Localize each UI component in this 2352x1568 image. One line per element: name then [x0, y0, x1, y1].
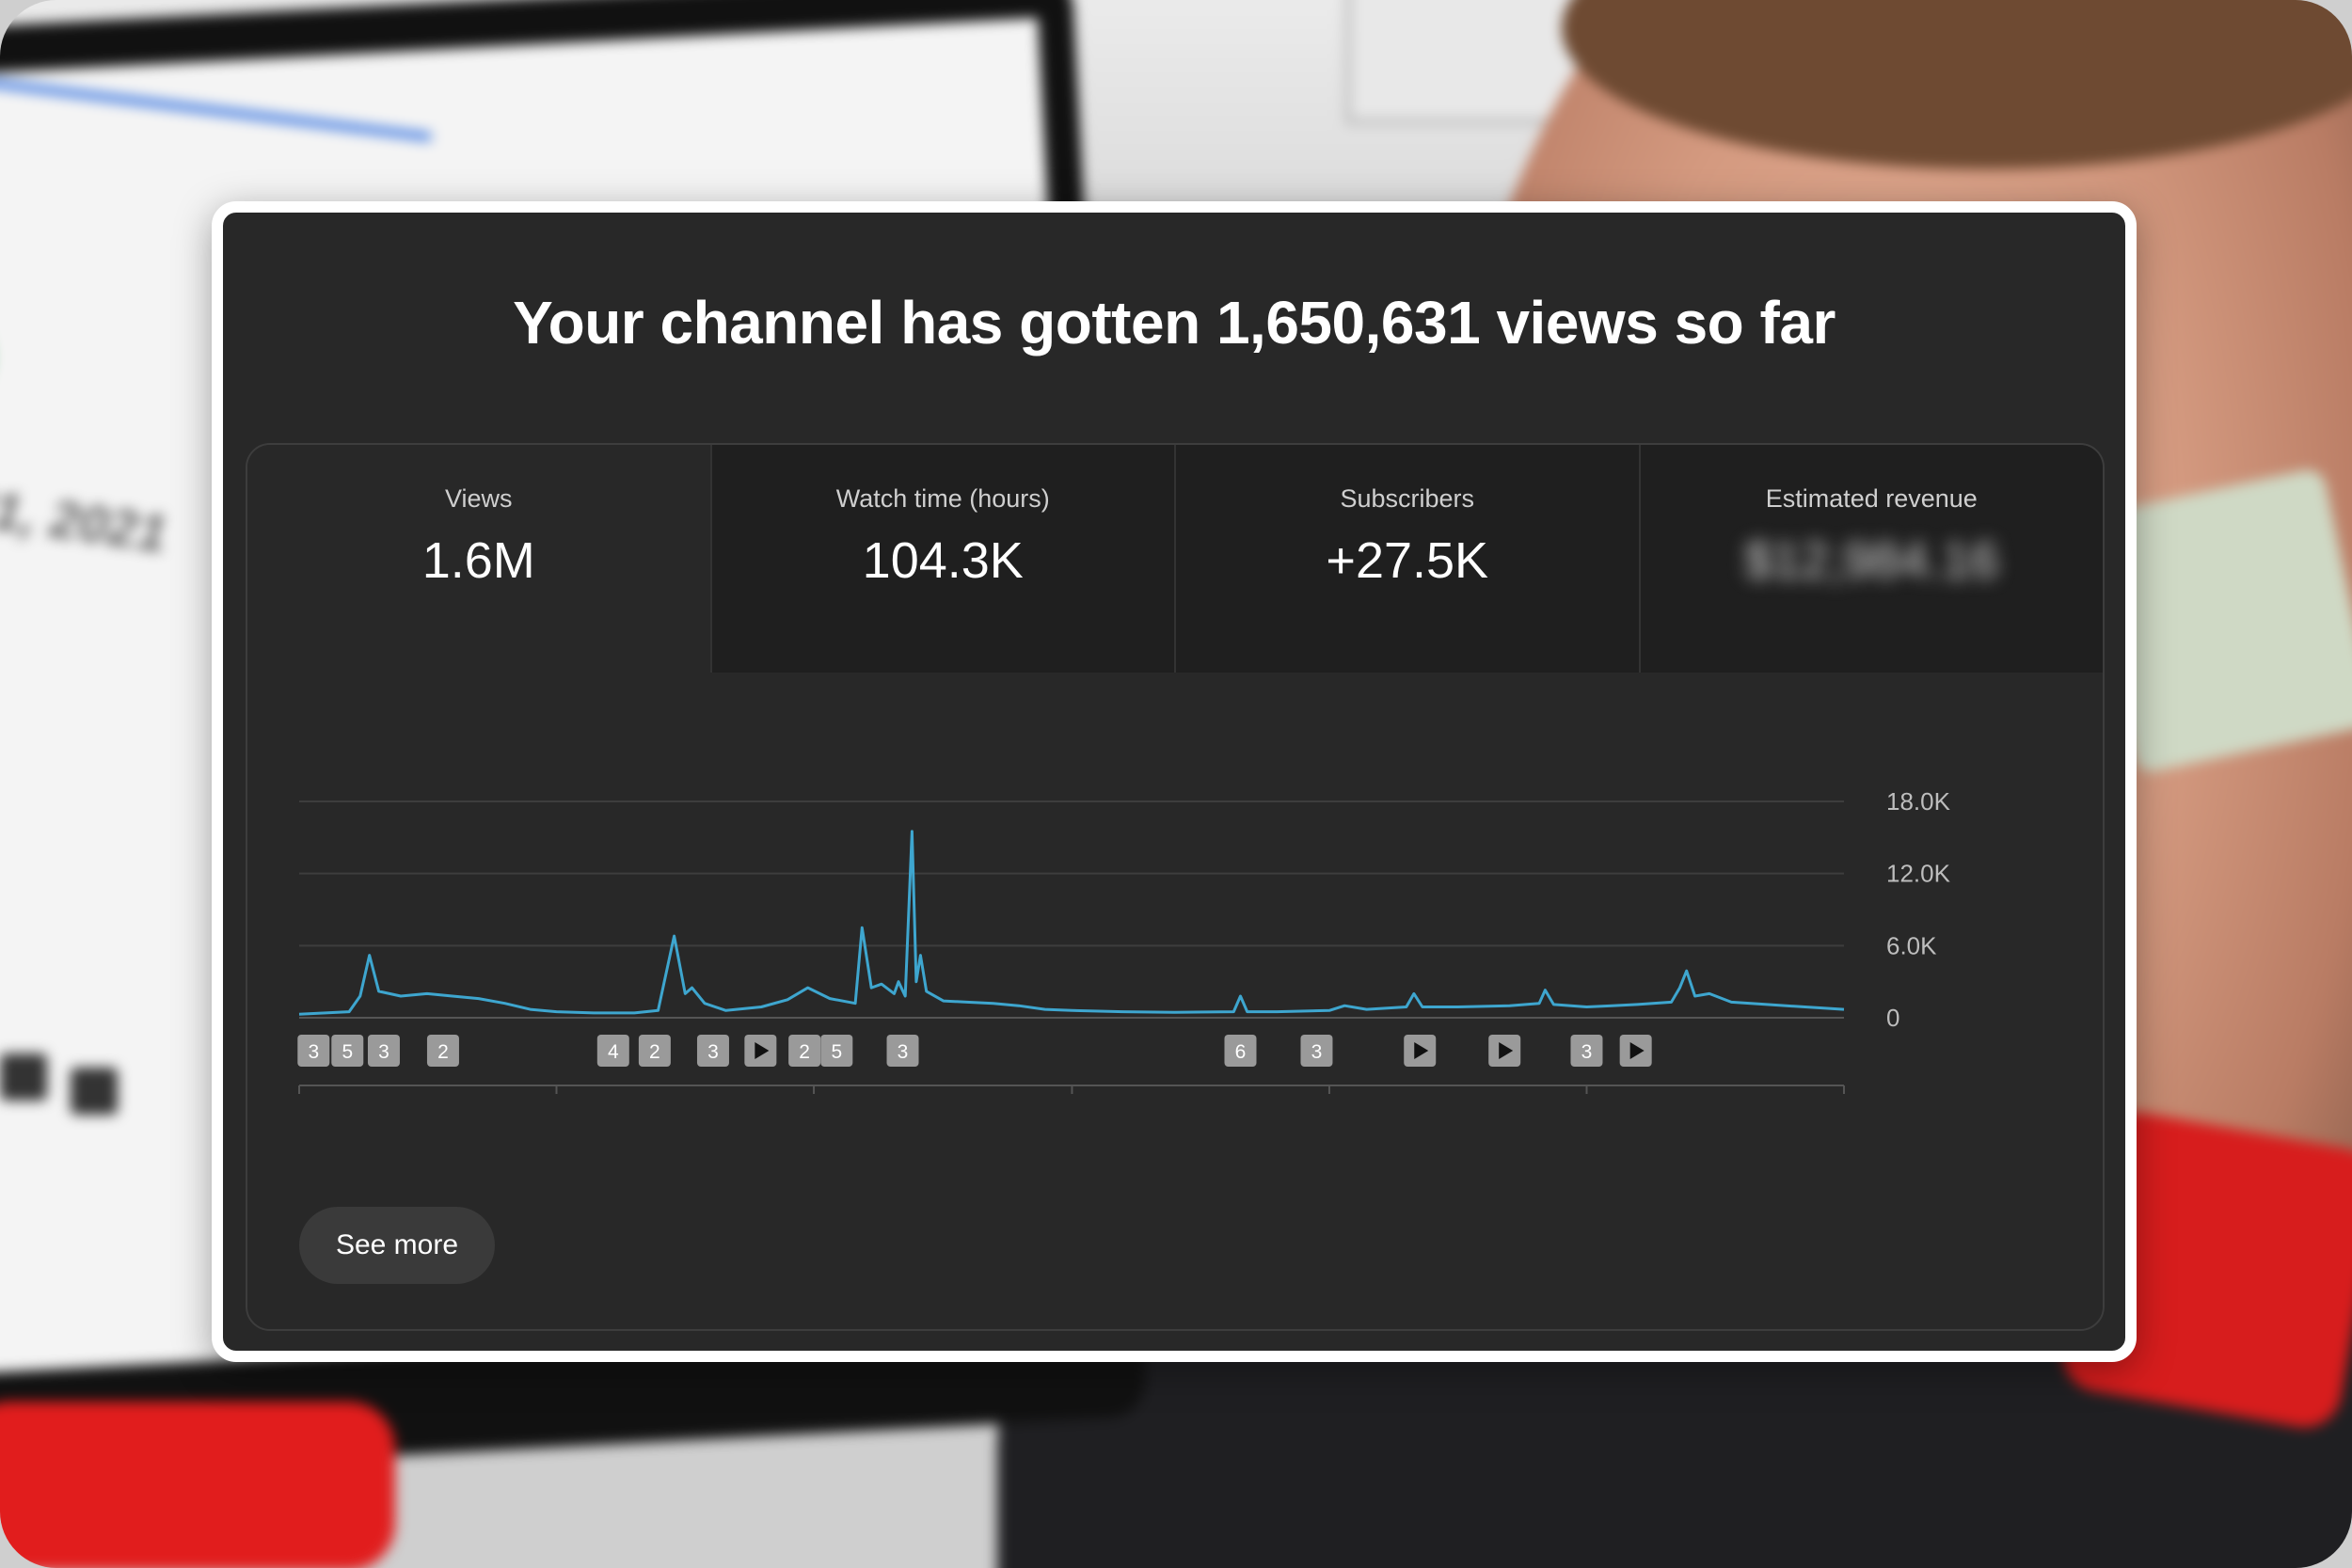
chart-marker-label: 3 [378, 1041, 389, 1063]
see-more-button[interactable]: See more [299, 1207, 495, 1284]
chart-marker: 3 [367, 1035, 400, 1067]
chart-marker [1619, 1035, 1652, 1067]
chart-marker-label: 3 [1311, 1041, 1323, 1063]
analytics-panel: Views 1.6M Watch time (hours) 104.3K Sub… [246, 443, 2105, 1331]
chart-y-ticks: 18.0K 12.0K 6.0K 0 [1886, 787, 1951, 1032]
chart-marker-box [331, 1035, 364, 1067]
page-title: Your channel has gotten 1,650,631 views … [513, 289, 1836, 356]
chart-marker-box [596, 1035, 629, 1067]
chart-marker-box [426, 1035, 459, 1067]
chart-y-tick-label: 12.0K [1886, 860, 1951, 888]
chart-marker: 2 [638, 1035, 671, 1067]
channel-analytics-card: Your channel has gotten 1,650,631 views … [212, 201, 2137, 1362]
chart-marker-label: 2 [649, 1041, 660, 1063]
chart-marker: 5 [331, 1035, 364, 1067]
play-icon [1629, 1042, 1645, 1059]
metric-value: 104.3K [862, 532, 1024, 589]
chart-marker-box [1224, 1035, 1257, 1067]
chart-marker: 3 [1570, 1035, 1603, 1067]
metric-label: Estimated revenue [1765, 484, 1978, 513]
chart-marker: 2 [426, 1035, 459, 1067]
tab-estimated-revenue[interactable]: Estimated revenue $12,984.16 [1638, 445, 2103, 673]
chart-series-line [298, 830, 1845, 1016]
play-icon [1414, 1042, 1429, 1059]
chart-marker-label: 6 [1235, 1041, 1247, 1063]
chart-marker: 6 [1224, 1035, 1257, 1067]
chart-marker [1488, 1035, 1521, 1067]
chart-marker-box [1300, 1035, 1333, 1067]
metric-value-blurred: $12,984.16 [1744, 532, 1999, 589]
play-icon [755, 1042, 770, 1059]
chart-marker-label: 3 [1581, 1041, 1593, 1063]
chart-y-tick-label: 6.0K [1886, 931, 1937, 959]
tab-subscribers[interactable]: Subscribers +27.5K [1174, 445, 1639, 673]
tab-views[interactable]: Views 1.6M [247, 445, 710, 673]
chart-marker: 3 [886, 1035, 919, 1067]
metric-value: 1.6M [421, 532, 535, 589]
chart-y-tick-label: 18.0K [1886, 787, 1951, 816]
chart-x-axis: Jan 1, 20...Nov 1, 2021Sep 1, 2022Jul 3,… [298, 1085, 1845, 1094]
chart-marker-label: 2 [437, 1041, 449, 1063]
chart-marker-box [367, 1035, 400, 1067]
chart-marker-box [638, 1035, 671, 1067]
chart-marker: 3 [696, 1035, 729, 1067]
metric-label: Subscribers [1340, 484, 1475, 513]
chart-marker-label: 3 [898, 1041, 909, 1063]
chart-marker: 4 [596, 1035, 629, 1067]
chart-marker: 3 [297, 1035, 330, 1067]
metric-value: +27.5K [1326, 532, 1489, 589]
chart-marker-box [820, 1035, 853, 1067]
chart-marker: 2 [788, 1035, 821, 1067]
chart-marker-label: 5 [831, 1041, 842, 1063]
chart-marker: 5 [820, 1035, 853, 1067]
chart-marker [1404, 1035, 1437, 1067]
chart-y-tick-label: 0 [1886, 1004, 1899, 1032]
chart-marker-box [788, 1035, 821, 1067]
chart-marker: 3 [1300, 1035, 1333, 1067]
metric-label: Views [444, 484, 513, 513]
chart-marker-label: 3 [308, 1041, 319, 1063]
play-icon [1499, 1042, 1514, 1059]
chart-marker-label: 2 [799, 1041, 810, 1063]
tab-watch-time[interactable]: Watch time (hours) 104.3K [709, 445, 1174, 673]
chart-marker [744, 1035, 777, 1067]
chart-marker-label: 4 [608, 1041, 619, 1063]
chart-marker-box [696, 1035, 729, 1067]
chart-marker-box [297, 1035, 330, 1067]
chart-marker-box [886, 1035, 919, 1067]
chart-marker-box [1570, 1035, 1603, 1067]
chart-gridlines [299, 800, 1844, 1019]
metric-tabs: Views 1.6M Watch time (hours) 104.3K Sub… [247, 445, 2103, 673]
metric-label: Watch time (hours) [835, 484, 1050, 513]
chart-marker-label: 3 [707, 1041, 719, 1063]
chart-marker-label: 5 [342, 1041, 353, 1063]
